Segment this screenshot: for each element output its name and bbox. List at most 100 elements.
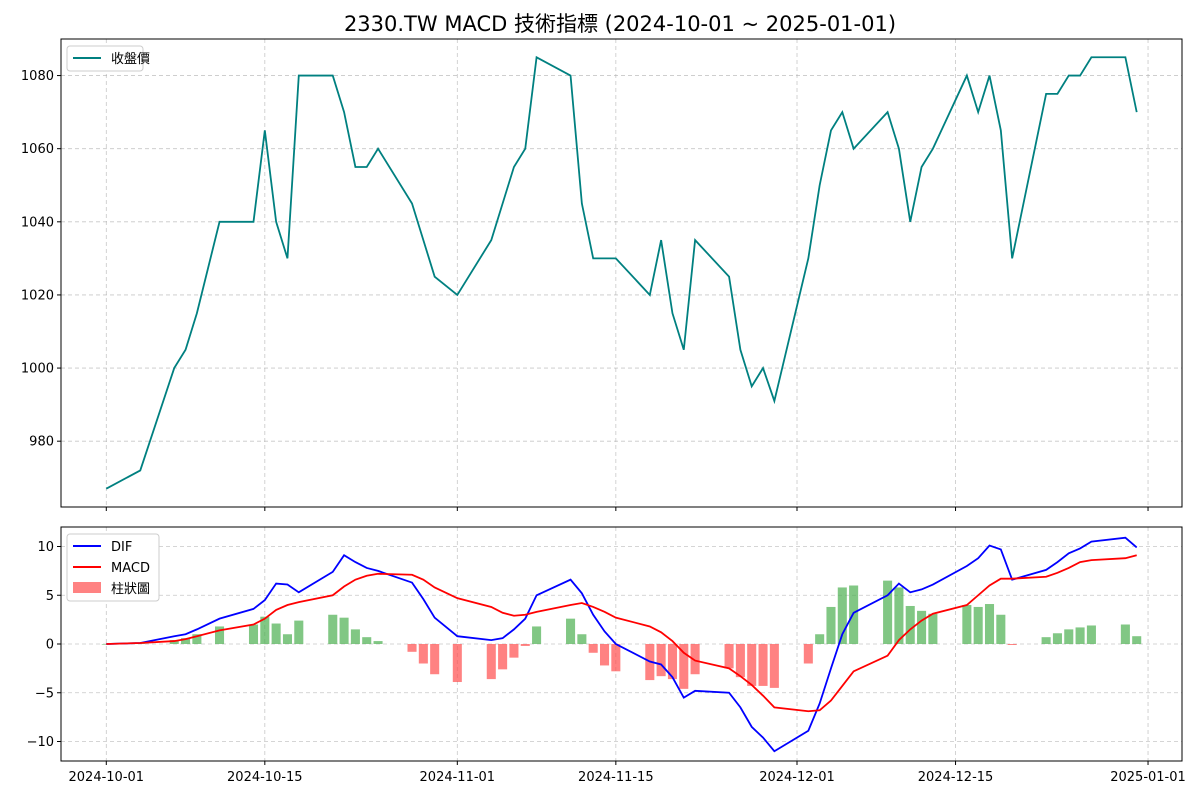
- histogram-bar: [350, 629, 360, 645]
- macd-xtick-label: 2024-10-01: [69, 770, 145, 785]
- histogram-bar: [917, 610, 927, 644]
- histogram-bar: [962, 605, 972, 644]
- macd-ytick-label: −5: [35, 686, 54, 701]
- histogram-bar: [769, 644, 779, 688]
- histogram-bar: [894, 587, 904, 644]
- histogram-bar: [566, 618, 576, 644]
- histogram-bar: [452, 644, 462, 683]
- histogram-bar: [1052, 633, 1062, 644]
- macd-line: [106, 554, 1137, 713]
- price-ytick-label: 1080: [21, 69, 54, 84]
- macd-xtick-label: 2024-11-01: [420, 770, 496, 785]
- histogram-bar: [328, 614, 338, 644]
- histogram-bar: [260, 616, 270, 644]
- histogram-bar: [656, 644, 666, 677]
- dif-line: [106, 536, 1138, 753]
- price-line: [105, 55, 1138, 490]
- histogram-bar: [181, 638, 191, 644]
- histogram-bar: [362, 637, 372, 644]
- histogram-bar: [282, 634, 292, 644]
- histogram-bar: [599, 644, 610, 666]
- macd-xtick-label: 2024-10-15: [227, 770, 303, 785]
- histogram-bar: [192, 634, 202, 644]
- histogram-bar: [849, 585, 859, 644]
- histogram-bar: [679, 644, 689, 689]
- macd-frame: [60, 526, 1183, 762]
- macd-ytick-label: 0: [46, 638, 54, 653]
- price-panel: 980 1000 1020 1040 1060 1080 收盤價: [21, 38, 1183, 511]
- histogram-bar: [169, 640, 179, 644]
- histogram-bar: [407, 644, 417, 652]
- histogram-bar: [815, 634, 825, 644]
- macd-panel: −10 −5 0 5 10 2024-10-01 2024-10-15 2024-11-01…: [27, 526, 1186, 785]
- macd-grid: [61, 527, 1182, 761]
- histogram-bar: [735, 644, 745, 678]
- macd-ytick-label: 10: [37, 540, 54, 555]
- histogram-bar: [1007, 644, 1017, 645]
- price-ytick-label: 980: [29, 435, 54, 450]
- macd-xticks: 2024-10-01 2024-10-15 2024-11-01 2024-11-15…: [69, 761, 1186, 785]
- price-xticks: [105, 507, 1149, 511]
- price-frame: [60, 38, 1183, 508]
- histogram-bar: [271, 623, 281, 644]
- histogram-bar: [248, 624, 259, 644]
- histogram-bar: [803, 644, 813, 664]
- histogram-bar: [973, 606, 983, 644]
- histogram-bar: [611, 644, 621, 672]
- legend-hist-label: 柱狀圖: [111, 582, 150, 597]
- histogram-bar: [498, 644, 508, 670]
- histogram-bar: [747, 644, 757, 686]
- histogram-bar: [758, 644, 768, 686]
- histogram-bar: [577, 634, 587, 644]
- histogram-bar: [1086, 625, 1096, 644]
- histogram-bar: [101, 644, 111, 645]
- macd-ytick-label: −10: [27, 735, 54, 750]
- legend-macd-label: MACD: [111, 561, 150, 576]
- histogram-bar: [883, 580, 893, 645]
- legend-hist-swatch: [73, 582, 101, 593]
- histogram-bar: [215, 626, 225, 644]
- histogram-bar: [339, 617, 349, 644]
- legend-dif-label: DIF: [111, 540, 132, 555]
- histogram-bar: [905, 605, 915, 644]
- macd-xtick-label: 2024-11-15: [578, 770, 654, 785]
- legend-price-label: 收盤價: [111, 52, 150, 67]
- histogram-bar: [520, 644, 530, 646]
- macd-ytick-label: 5: [46, 589, 54, 604]
- price-ytick-label: 1060: [21, 142, 54, 157]
- price-yticks: 980 1000 1020 1040 1060 1080: [21, 69, 61, 450]
- macd-yticks: −10 −5 0 5 10: [27, 540, 61, 750]
- price-plot-background: [61, 39, 1182, 507]
- histogram-bar: [984, 604, 995, 644]
- histogram-bar: [928, 613, 938, 644]
- macd-xtick-label: 2024-12-15: [918, 770, 994, 785]
- histogram-bar: [690, 644, 700, 675]
- macd-legend: DIF MACD 柱狀圖: [66, 533, 160, 602]
- histogram-bar: [837, 587, 847, 644]
- histogram-bar: [667, 644, 677, 680]
- histogram-bar: [1041, 637, 1051, 644]
- legend-box: [66, 45, 144, 72]
- histogram-bar: [532, 626, 542, 644]
- histogram-bar: [418, 644, 428, 664]
- histogram-bar: [294, 620, 304, 644]
- price-ytick-label: 1020: [21, 288, 54, 303]
- macd-xtick-label: 2024-12-01: [759, 770, 835, 785]
- histogram-bar: [996, 614, 1006, 644]
- chart-title: 2330.TW MACD 技術指標 (2024-10-01 ~ 2025-01-…: [344, 12, 896, 36]
- histogram-bar: [588, 644, 598, 653]
- histogram-bar: [1132, 636, 1142, 644]
- histogram-bar: [486, 644, 496, 680]
- histogram-bar: [1075, 627, 1085, 644]
- histogram-bar: [724, 644, 734, 669]
- price-legend: 收盤價: [66, 45, 150, 72]
- price-ytick-label: 1040: [21, 215, 54, 230]
- histogram-bar: [509, 644, 519, 658]
- histogram-bar: [430, 644, 440, 675]
- price-grid: [61, 39, 1182, 507]
- histogram-bar: [1120, 624, 1130, 644]
- macd-xtick-label: 2025-01-01: [1110, 770, 1186, 785]
- price-ytick-label: 1000: [21, 362, 54, 377]
- histogram-bar: [826, 606, 836, 644]
